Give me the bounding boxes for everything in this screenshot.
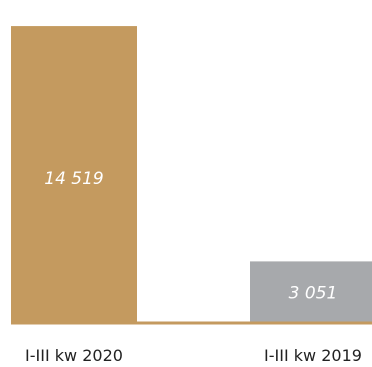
value-label-2020: 14 519	[44, 169, 103, 189]
category-label-2020: I-III kw 2020	[25, 346, 123, 365]
category-label-2019: I-III kw 2019	[264, 346, 362, 365]
value-label-2019: 3 051	[289, 284, 338, 304]
bar-2020	[11, 26, 137, 324]
bar-2019	[250, 261, 372, 324]
